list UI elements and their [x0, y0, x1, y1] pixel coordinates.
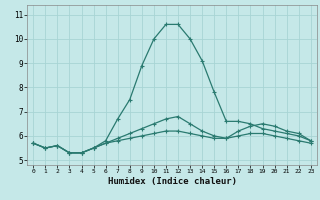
- X-axis label: Humidex (Indice chaleur): Humidex (Indice chaleur): [108, 177, 236, 186]
